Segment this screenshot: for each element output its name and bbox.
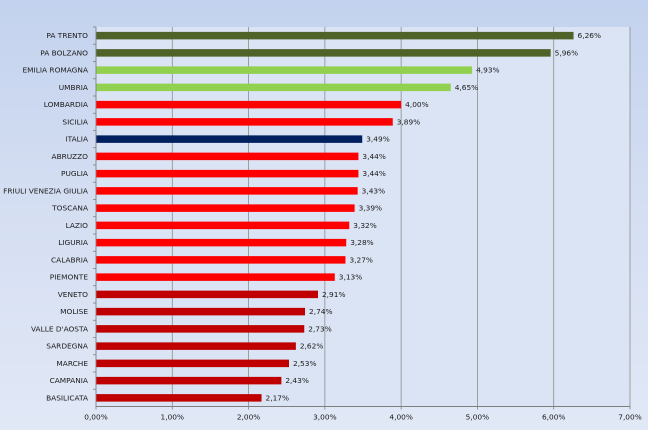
category-label: ITALIA (65, 135, 88, 144)
value-label: 3,27% (349, 255, 372, 264)
bar (96, 49, 551, 57)
value-label: 5,96% (555, 48, 578, 57)
bar (96, 83, 451, 92)
category-label: TOSCANA (51, 204, 88, 213)
bar (96, 118, 393, 126)
category-label: EMILIA ROMAGNA (23, 66, 89, 75)
value-label: 3,28% (350, 238, 373, 247)
x-tick-label: 0,00% (84, 413, 107, 422)
category-label: LIGURIA (58, 238, 88, 247)
bars (96, 31, 574, 402)
category-label: SICILIA (62, 117, 88, 126)
value-label: 2,73% (308, 324, 331, 333)
x-tick-label: 7,00% (618, 413, 641, 422)
bar (96, 256, 346, 264)
bar (96, 169, 359, 178)
bar (96, 204, 355, 212)
value-label: 4,00% (405, 100, 428, 109)
value-label: 3,89% (397, 117, 420, 126)
category-label: LAZIO (66, 221, 89, 230)
x-tick-label: 5,00% (466, 413, 489, 422)
bar (96, 325, 305, 333)
bar (96, 359, 290, 368)
value-label: 2,17% (266, 393, 289, 402)
category-label: SARDEGNA (46, 342, 88, 351)
bar (96, 307, 306, 316)
category-label: UMBRIA (59, 83, 88, 92)
title-strip (0, 0, 648, 8)
x-tick-label: 1,00% (161, 413, 184, 422)
bar (96, 342, 296, 350)
category-label: FRIULI VENEZIA GIULIA (3, 186, 88, 195)
value-label: 3,43% (362, 186, 385, 195)
value-label: 3,49% (366, 135, 389, 144)
axes (93, 26, 631, 410)
category-label: ABRUZZO (52, 152, 89, 161)
value-label: 2,62% (300, 342, 323, 351)
category-label: VENETO (58, 290, 88, 299)
category-label: LOMBARDIA (44, 100, 88, 109)
value-label: 3,44% (362, 152, 385, 161)
category-label: PA TRENTO (46, 31, 88, 40)
category-label: PIEMONTE (50, 273, 89, 282)
value-label: 2,43% (285, 376, 308, 385)
bar (96, 152, 359, 161)
category-label: PA BOLZANO (40, 48, 88, 57)
bar (96, 273, 335, 281)
bar (96, 376, 282, 385)
category-label: CAMPANIA (50, 376, 88, 385)
bar (96, 238, 347, 247)
value-label: 2,91% (322, 290, 345, 299)
bar (96, 66, 473, 74)
x-tick-label: 6,00% (542, 413, 565, 422)
value-label: 3,44% (362, 169, 385, 178)
value-label: 6,26% (578, 31, 601, 40)
x-tick-label: 4,00% (389, 413, 412, 422)
bar (96, 135, 363, 143)
bar (96, 221, 350, 230)
category-label: VALLE D'AOSTA (31, 324, 88, 333)
value-label: 2,74% (309, 307, 332, 316)
category-label: BASILICATA (46, 393, 88, 402)
bar (96, 394, 262, 402)
category-label: MARCHE (56, 359, 88, 368)
bar (96, 290, 318, 299)
bar (96, 100, 402, 109)
x-tick-label: 2,00% (237, 413, 260, 422)
value-label: 3,13% (339, 273, 362, 282)
bar (96, 187, 358, 195)
value-label: 2,53% (293, 359, 316, 368)
category-label: CALABRIA (51, 255, 88, 264)
value-label: 3,32% (353, 221, 376, 230)
labels: 0,00% 1,00% 2,00% 3,00% 4,00% 5,00% 6,00% 7,00%… (3, 31, 642, 421)
category-label: MOLISE (60, 307, 88, 316)
x-tick-label: 3,00% (313, 413, 336, 422)
value-label: 4,65% (455, 83, 478, 92)
bar (96, 31, 574, 40)
value-label: 3,39% (359, 204, 382, 213)
value-label: 4,93% (476, 66, 499, 75)
category-label: PUGLIA (61, 169, 88, 178)
